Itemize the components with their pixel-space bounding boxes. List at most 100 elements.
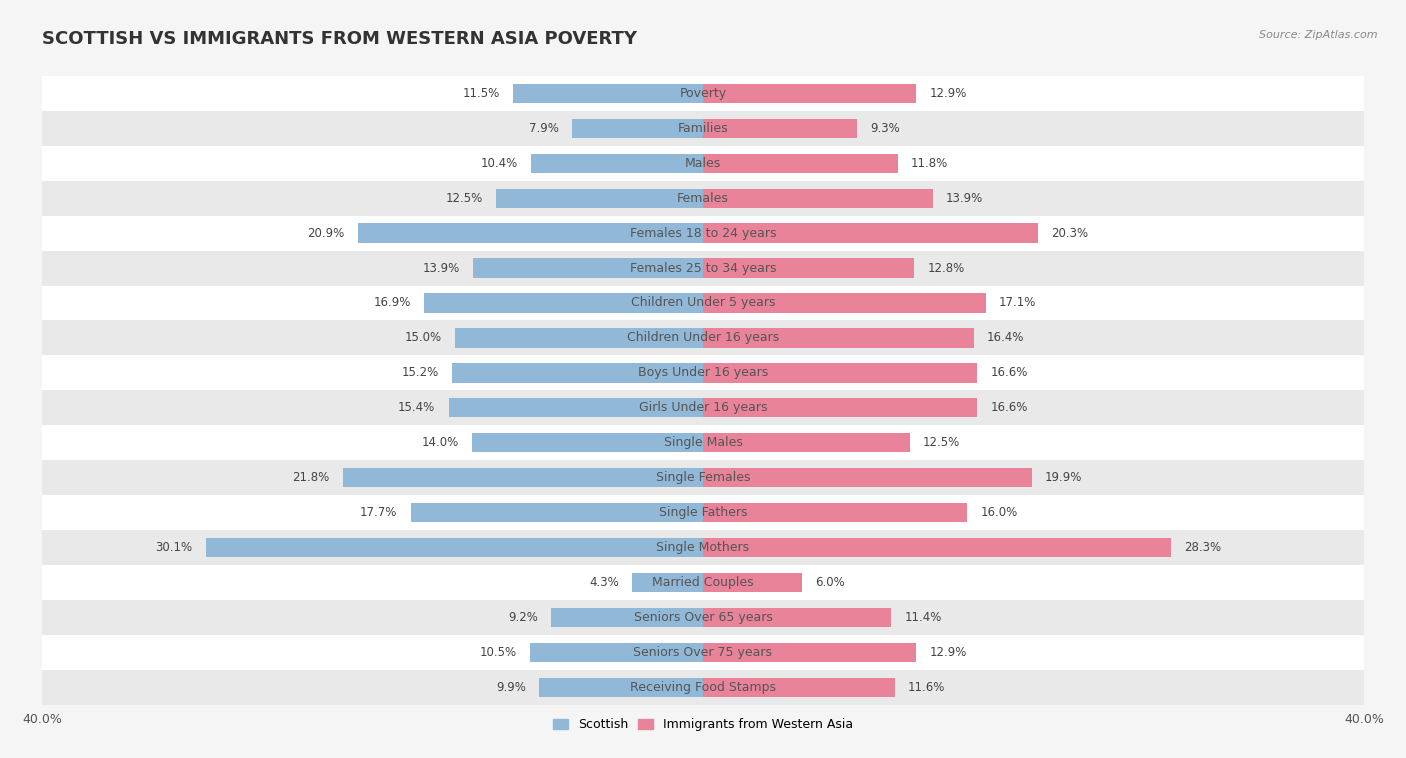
Text: 19.9%: 19.9% [1045,471,1083,484]
Text: Families: Families [678,122,728,135]
Bar [530,643,703,662]
Text: 16.9%: 16.9% [373,296,411,309]
Text: 10.5%: 10.5% [479,646,516,659]
Bar [42,635,1364,670]
Text: 11.8%: 11.8% [911,157,949,170]
Bar [703,433,910,453]
Text: 12.5%: 12.5% [446,192,484,205]
Bar [42,321,1364,356]
Text: 15.4%: 15.4% [398,401,436,415]
Text: 16.0%: 16.0% [980,506,1018,519]
Text: Married Couples: Married Couples [652,576,754,589]
Text: 15.0%: 15.0% [405,331,441,344]
Bar [703,224,1039,243]
Bar [531,154,703,173]
Text: Females 18 to 24 years: Females 18 to 24 years [630,227,776,240]
Text: 12.9%: 12.9% [929,86,967,100]
Bar [703,398,977,418]
Text: 16.6%: 16.6% [990,366,1028,380]
Bar [703,538,1171,557]
Text: Females 25 to 34 years: Females 25 to 34 years [630,262,776,274]
Text: Children Under 5 years: Children Under 5 years [631,296,775,309]
Bar [42,425,1364,460]
Text: Seniors Over 75 years: Seniors Over 75 years [634,646,772,659]
Text: Boys Under 16 years: Boys Under 16 years [638,366,768,380]
Bar [42,111,1364,146]
Bar [42,76,1364,111]
Bar [474,258,703,277]
Legend: Scottish, Immigrants from Western Asia: Scottish, Immigrants from Western Asia [548,713,858,737]
Text: 28.3%: 28.3% [1184,541,1220,554]
Text: 20.3%: 20.3% [1052,227,1088,240]
Bar [42,180,1364,215]
Bar [703,118,856,138]
Bar [343,468,703,487]
Text: 16.4%: 16.4% [987,331,1025,344]
Bar [42,356,1364,390]
Bar [496,189,703,208]
Text: 17.1%: 17.1% [998,296,1036,309]
Bar [703,154,898,173]
Text: Single Males: Single Males [664,437,742,449]
Bar [449,398,703,418]
Text: Single Fathers: Single Fathers [659,506,747,519]
Text: 14.0%: 14.0% [422,437,458,449]
Text: Receiving Food Stamps: Receiving Food Stamps [630,681,776,694]
Text: Source: ZipAtlas.com: Source: ZipAtlas.com [1260,30,1378,40]
Bar [42,670,1364,705]
Bar [42,530,1364,565]
Text: SCOTTISH VS IMMIGRANTS FROM WESTERN ASIA POVERTY: SCOTTISH VS IMMIGRANTS FROM WESTERN ASIA… [42,30,637,49]
Text: 11.4%: 11.4% [904,611,942,624]
Bar [703,503,967,522]
Bar [703,678,894,697]
Text: 11.5%: 11.5% [463,86,499,100]
Text: 9.2%: 9.2% [508,611,537,624]
Text: Poverty: Poverty [679,86,727,100]
Bar [703,293,986,312]
Text: Girls Under 16 years: Girls Under 16 years [638,401,768,415]
Bar [703,328,974,348]
Text: Children Under 16 years: Children Under 16 years [627,331,779,344]
Text: 13.9%: 13.9% [946,192,983,205]
Text: 12.5%: 12.5% [922,437,960,449]
Text: Seniors Over 65 years: Seniors Over 65 years [634,611,772,624]
Bar [42,286,1364,321]
Bar [42,251,1364,286]
Text: 9.3%: 9.3% [870,122,900,135]
Text: 20.9%: 20.9% [308,227,344,240]
Bar [471,433,703,453]
Bar [540,678,703,697]
Bar [423,293,703,312]
Bar [357,224,703,243]
Bar [703,573,801,592]
Text: Single Mothers: Single Mothers [657,541,749,554]
Text: 7.9%: 7.9% [530,122,560,135]
Text: 11.6%: 11.6% [908,681,945,694]
Text: Females: Females [678,192,728,205]
Bar [205,538,703,557]
Text: 9.9%: 9.9% [496,681,526,694]
Bar [703,363,977,383]
Bar [703,189,932,208]
Bar [703,83,917,103]
Text: 30.1%: 30.1% [156,541,193,554]
Bar [631,573,703,592]
Bar [411,503,703,522]
Text: 15.2%: 15.2% [402,366,439,380]
Bar [42,460,1364,495]
Text: 12.9%: 12.9% [929,646,967,659]
Text: Single Females: Single Females [655,471,751,484]
Text: 21.8%: 21.8% [292,471,329,484]
Text: 13.9%: 13.9% [423,262,460,274]
Bar [42,146,1364,180]
Bar [42,390,1364,425]
Text: 12.8%: 12.8% [928,262,965,274]
Bar [42,600,1364,635]
Bar [703,258,914,277]
Bar [703,643,917,662]
Text: 17.7%: 17.7% [360,506,398,519]
Bar [572,118,703,138]
Text: 4.3%: 4.3% [589,576,619,589]
Text: 10.4%: 10.4% [481,157,517,170]
Text: 6.0%: 6.0% [815,576,845,589]
